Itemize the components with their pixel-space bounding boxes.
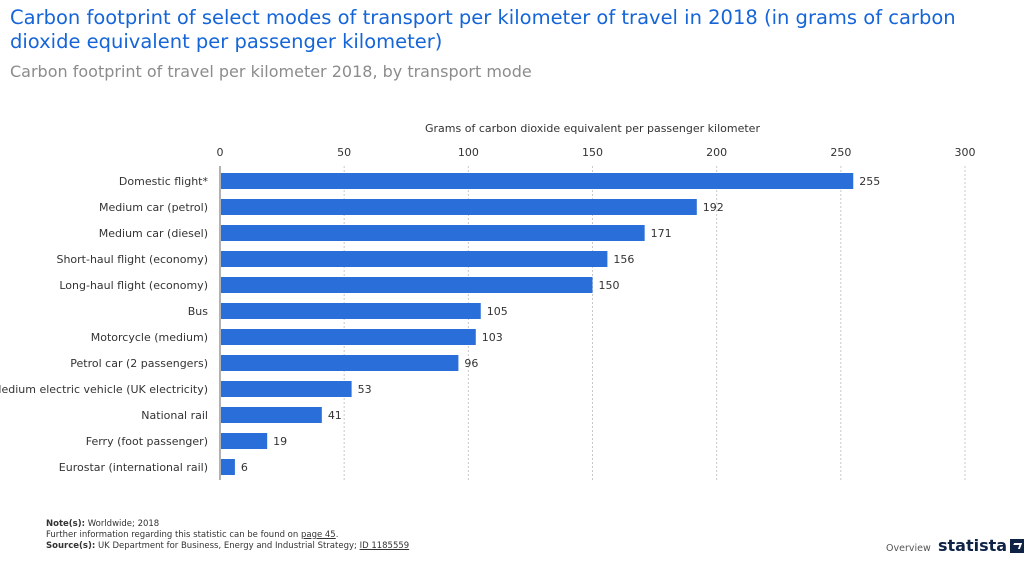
category-label: Bus — [188, 305, 209, 318]
statistic-id-link[interactable]: ID 1185559 — [359, 541, 410, 551]
bar — [221, 433, 268, 449]
category-label: Petrol car (2 passengers) — [70, 357, 208, 370]
x-tick-label: 200 — [706, 146, 727, 159]
statista-logo-icon — [1010, 538, 1024, 553]
category-label: Domestic flight* — [119, 175, 209, 188]
statista-logo[interactable]: statista — [938, 536, 1024, 555]
bar — [221, 355, 459, 371]
category-label: Eurostar (international rail) — [59, 461, 208, 474]
x-tick-label: 250 — [830, 146, 851, 159]
value-label: 192 — [703, 201, 724, 214]
value-label: 53 — [358, 383, 372, 396]
category-label: Medium car (diesel) — [99, 227, 208, 240]
bar — [221, 251, 608, 267]
x-tick-label: 100 — [458, 146, 479, 159]
value-label: 41 — [328, 409, 342, 422]
category-label: Long-haul flight (economy) — [59, 279, 208, 292]
x-tick-label: 50 — [337, 146, 351, 159]
bar — [221, 407, 322, 423]
category-label: Ferry (foot passenger) — [86, 435, 208, 448]
category-label: Motorcycle (medium) — [91, 331, 208, 344]
chart-title: Carbon footprint of select modes of tran… — [10, 6, 956, 53]
bar — [221, 277, 593, 293]
category-label: National rail — [141, 409, 208, 422]
value-label: 103 — [482, 331, 503, 344]
info-end: . — [335, 530, 339, 540]
notes-text: Worldwide; 2018 — [87, 519, 160, 529]
value-label: 19 — [273, 435, 287, 448]
page-link[interactable]: page 45 — [300, 530, 336, 540]
value-label: 6 — [241, 461, 248, 474]
value-label: 96 — [464, 357, 478, 370]
statista-wordmark: statista — [938, 536, 1008, 555]
bar — [221, 381, 352, 397]
value-label: 150 — [599, 279, 620, 292]
source-text: UK Department for Business, Energy and I… — [97, 541, 357, 551]
overview-link[interactable]: Overview — [886, 543, 931, 554]
category-label: Short-haul flight (economy) — [56, 253, 208, 266]
x-tick-label: 150 — [582, 146, 603, 159]
footer-notes: Note(s): Worldwide; 2018 Further informa… — [46, 519, 409, 552]
source-label: Source(s): — [46, 541, 96, 551]
x-tick-label: 300 — [955, 146, 976, 159]
bar — [221, 329, 476, 345]
bar — [221, 225, 645, 241]
category-label: Medium car (petrol) — [99, 201, 208, 214]
bar — [221, 303, 481, 319]
x-axis-label: Grams of carbon dioxide equivalent per p… — [425, 122, 760, 135]
value-label: 171 — [651, 227, 672, 240]
notes-label: Note(s): — [46, 519, 86, 529]
chart-subtitle: Carbon footprint of travel per kilometer… — [10, 62, 532, 81]
bar-chart: Grams of carbon dioxide equivalent per p… — [0, 122, 976, 480]
value-label: 105 — [487, 305, 508, 318]
bar — [221, 173, 854, 189]
bar — [221, 459, 235, 475]
value-label: 255 — [859, 175, 880, 188]
info-text: Further information regarding this stati… — [46, 530, 299, 540]
value-label: 156 — [613, 253, 634, 266]
x-tick-label: 0 — [217, 146, 224, 159]
bar — [221, 199, 697, 215]
category-label: Medium electric vehicle (UK electricity) — [0, 383, 208, 396]
